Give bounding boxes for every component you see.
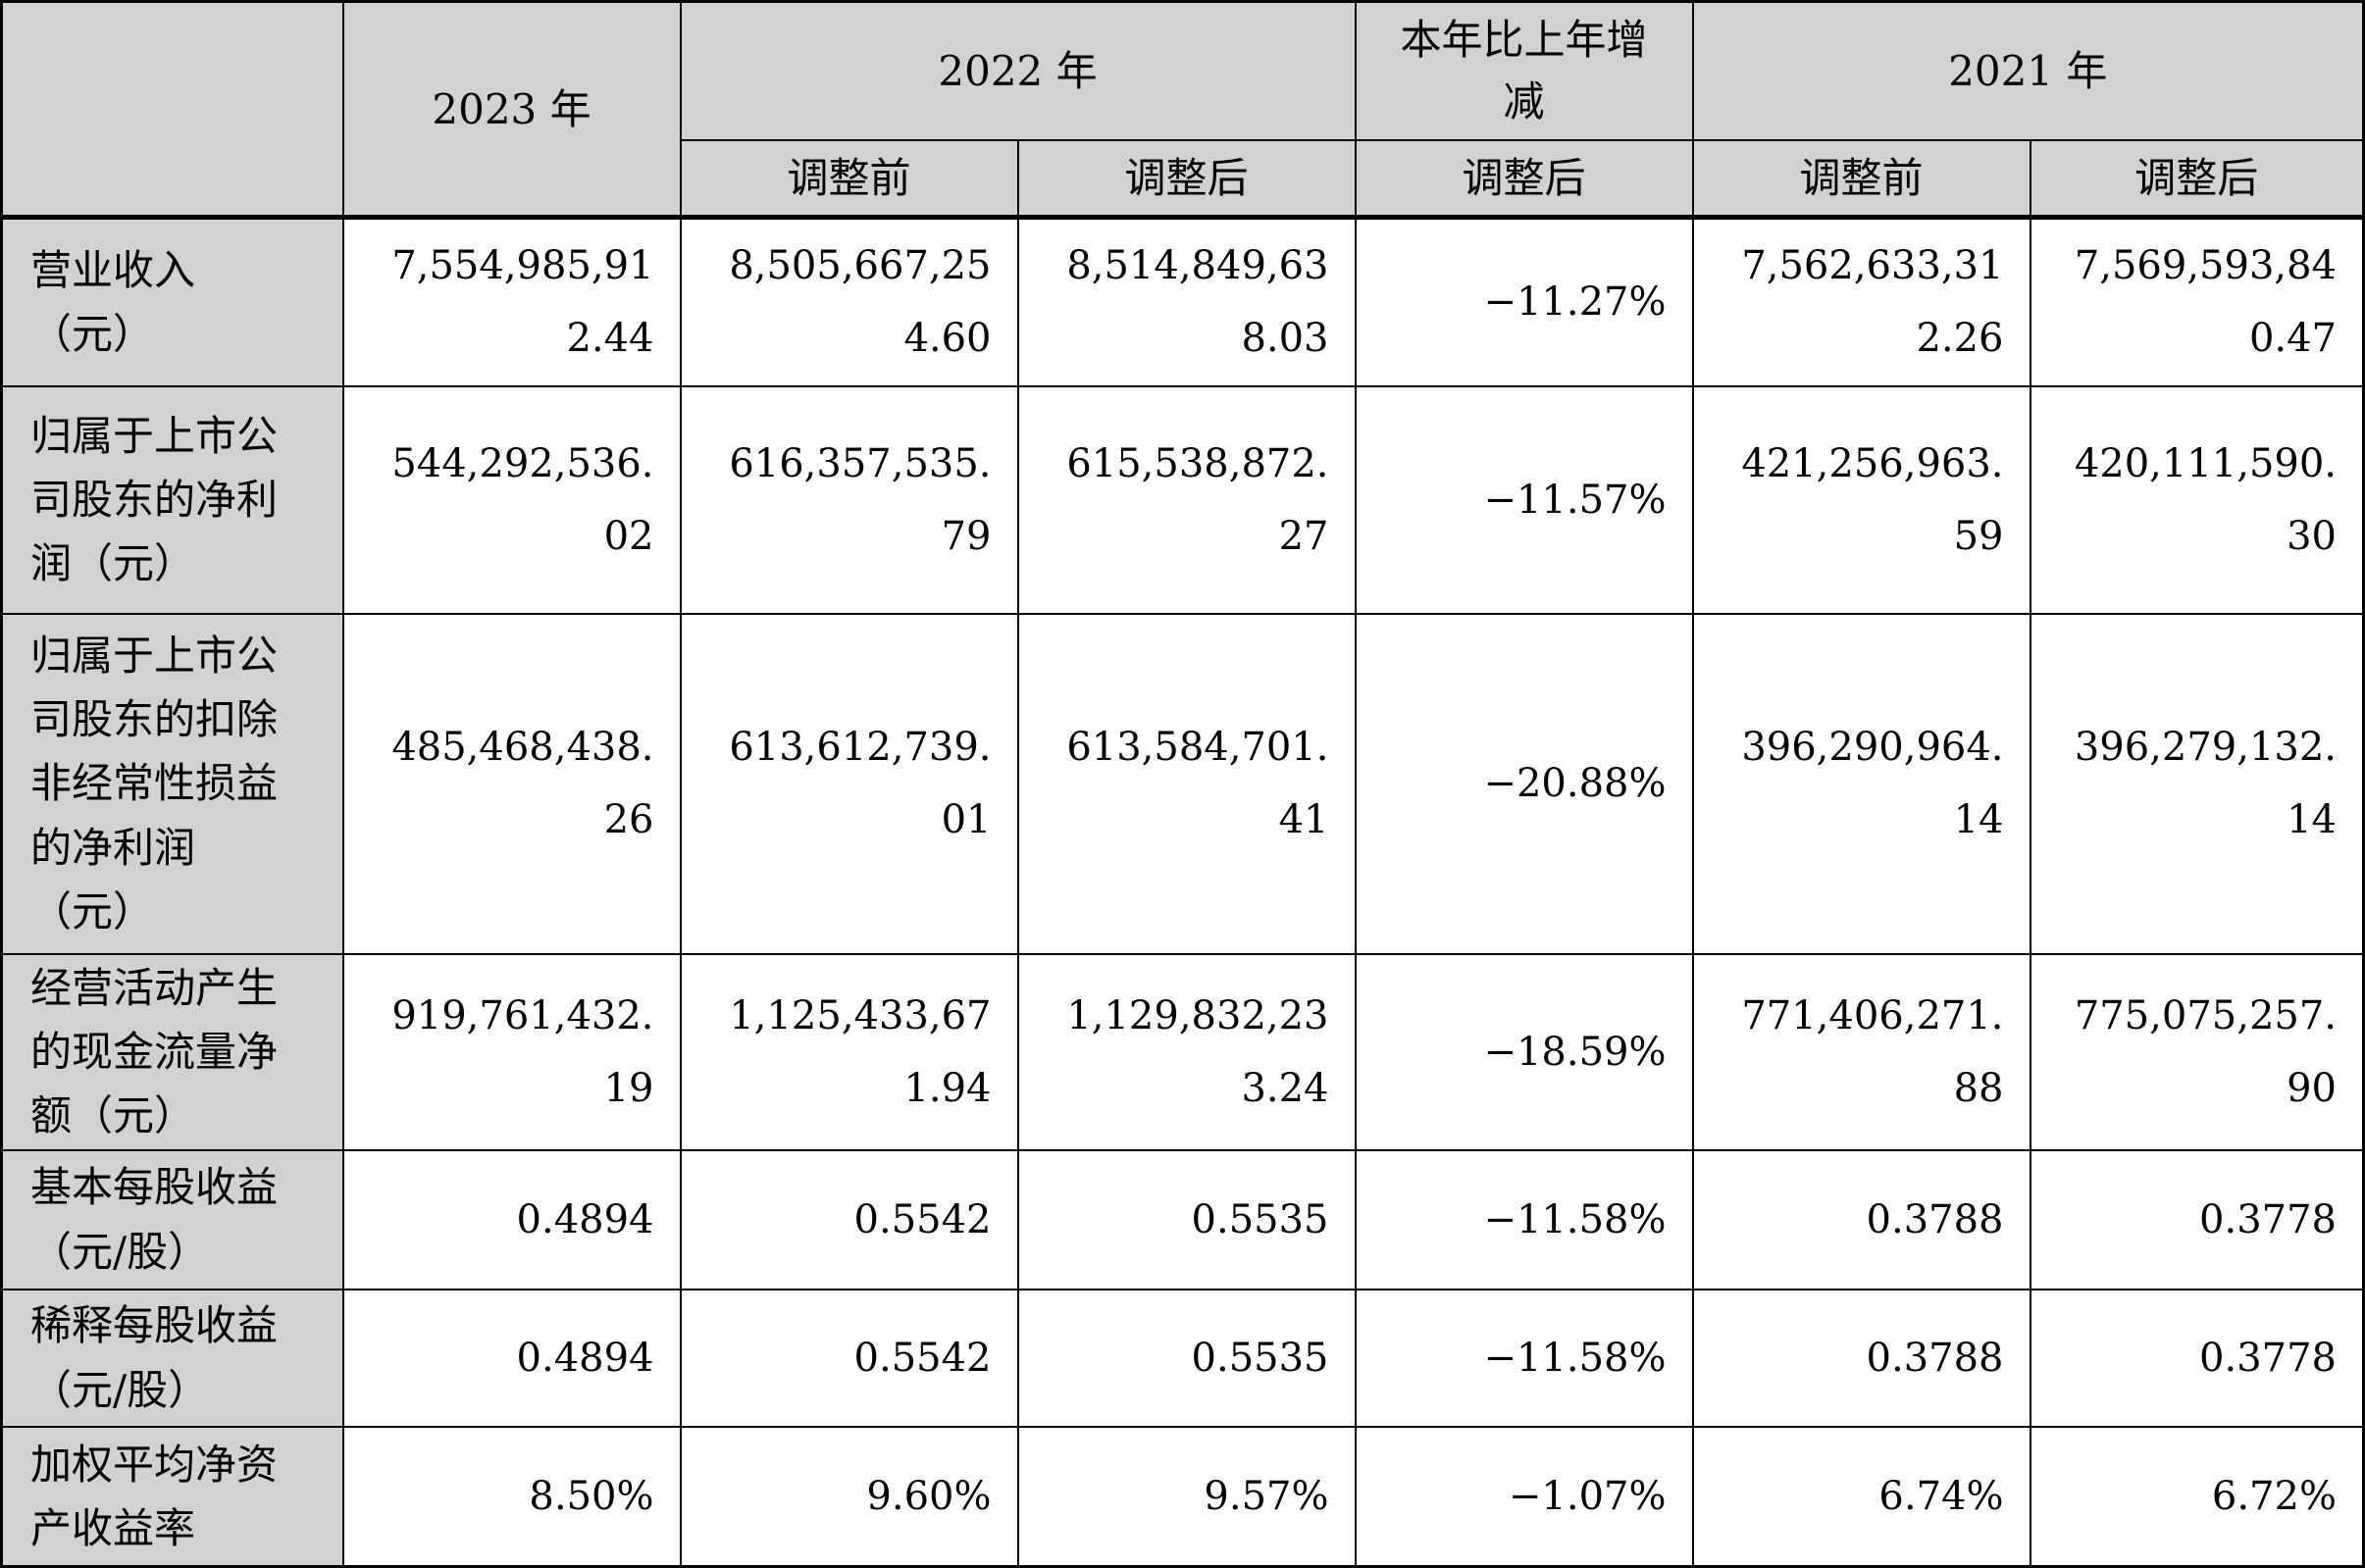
cell-net-profit-change: −11.57% — [1354, 384, 1694, 615]
cell-operating-cash-flow-2023: 919,761,432.19 — [341, 952, 682, 1151]
table-row-weighted-avg-roe: 加权平均净资产收益率 8.50% 9.60% 9.57% −1.07% 6.74… — [0, 1425, 2365, 1568]
row-label-net-profit-deducted: 归属于上市公司股东的扣除非经常性损益的净利润（元） — [0, 612, 344, 955]
table-row-net-profit: 归属于上市公司股东的净利润（元） 544,292,536.02 616,357,… — [0, 384, 2365, 615]
cell-weighted-avg-roe-2021-before: 6.74% — [1691, 1425, 2031, 1568]
table-row-operating-cash-flow: 经营活动产生的现金流量净额（元） 919,761,432.19 1,125,43… — [0, 952, 2365, 1151]
cell-basic-eps-2021-after: 0.3778 — [2029, 1148, 2365, 1290]
row-label-net-profit: 归属于上市公司股东的净利润（元） — [0, 384, 344, 615]
cell-revenue-2022-before: 8,505,667,254.60 — [679, 216, 1019, 387]
cell-basic-eps-2022-after: 0.5535 — [1016, 1148, 1357, 1290]
cell-operating-cash-flow-change: −18.59% — [1354, 952, 1694, 1151]
cell-basic-eps-2023: 0.4894 — [341, 1148, 682, 1290]
cell-net-profit-2022-before: 616,357,535.79 — [679, 384, 1019, 615]
cell-net-profit-2023: 544,292,536.02 — [341, 384, 682, 615]
cell-weighted-avg-roe-2022-before: 9.60% — [679, 1425, 1019, 1568]
table-row-revenue: 营业收入（元） 7,554,985,912.44 8,505,667,254.6… — [0, 216, 2365, 387]
cell-basic-eps-change: −11.58% — [1354, 1148, 1694, 1290]
col-header-2021: 2021 年 — [1691, 0, 2365, 141]
row-label-basic-eps: 基本每股收益（元/股） — [0, 1148, 344, 1290]
cell-revenue-2023: 7,554,985,912.44 — [341, 216, 682, 387]
subheader-change-after: 调整后 — [1354, 138, 1694, 220]
cell-weighted-avg-roe-2023: 8.50% — [341, 1425, 682, 1568]
header-row-adjustments: 调整前 调整后 调整后 调整前 调整后 — [2, 138, 2365, 220]
cell-net-profit-2021-before: 421,256,963.59 — [1691, 384, 2031, 615]
cell-basic-eps-2022-before: 0.5542 — [679, 1148, 1019, 1290]
table-row-diluted-eps: 稀释每股收益（元/股） 0.4894 0.5542 0.5535 −11.58%… — [0, 1288, 2365, 1428]
row-label-weighted-avg-roe: 加权平均净资产收益率 — [0, 1425, 344, 1568]
cell-net-profit-deducted-2022-after: 613,584,701.41 — [1016, 612, 1357, 955]
table-row-basic-eps: 基本每股收益（元/股） 0.4894 0.5542 0.5535 −11.58%… — [0, 1148, 2365, 1290]
cell-net-profit-deducted-2022-before: 613,612,739.01 — [679, 612, 1019, 955]
cell-diluted-eps-change: −11.58% — [1354, 1288, 1694, 1428]
cell-weighted-avg-roe-change: −1.07% — [1354, 1425, 1694, 1568]
corner-cell — [0, 0, 344, 220]
header-row-years: 2023 年 2022 年 本年比上年增减 2021 年 — [0, 0, 2365, 220]
cell-net-profit-deducted-change: −20.88% — [1354, 612, 1694, 955]
cell-net-profit-deducted-2021-before: 396,290,964.14 — [1691, 612, 2031, 955]
subheader-2022-before: 调整前 — [679, 138, 1019, 220]
cell-diluted-eps-2022-before: 0.5542 — [679, 1288, 1019, 1428]
cell-net-profit-2022-after: 615,538,872.27 — [1016, 384, 1357, 615]
cell-net-profit-deducted-2023: 485,468,438.26 — [341, 612, 682, 955]
col-header-2023: 2023 年 — [341, 0, 682, 220]
cell-diluted-eps-2023: 0.4894 — [341, 1288, 682, 1428]
row-label-revenue: 营业收入（元） — [0, 216, 344, 387]
cell-revenue-2021-after: 7,569,593,840.47 — [2029, 216, 2365, 387]
subheader-2021-before: 调整前 — [1691, 138, 2031, 220]
table-row-net-profit-deducted: 归属于上市公司股东的扣除非经常性损益的净利润（元） 485,468,438.26… — [0, 612, 2365, 955]
subheader-2022-after: 调整后 — [1016, 138, 1357, 220]
cell-diluted-eps-2022-after: 0.5535 — [1016, 1288, 1357, 1428]
col-header-change: 本年比上年增减 — [1354, 0, 1694, 141]
cell-basic-eps-2021-before: 0.3788 — [1691, 1148, 2031, 1290]
row-label-operating-cash-flow: 经营活动产生的现金流量净额（元） — [0, 952, 344, 1151]
col-header-2022: 2022 年 — [679, 0, 1357, 141]
cell-operating-cash-flow-2021-before: 771,406,271.88 — [1691, 952, 2031, 1151]
subheader-2021-after: 调整后 — [2029, 138, 2365, 220]
cell-operating-cash-flow-2021-after: 775,075,257.90 — [2029, 952, 2365, 1151]
cell-revenue-change: −11.27% — [1354, 216, 1694, 387]
cell-net-profit-2021-after: 420,111,590.30 — [2029, 384, 2365, 615]
cell-weighted-avg-roe-2022-after: 9.57% — [1016, 1425, 1357, 1568]
cell-operating-cash-flow-2022-before: 1,125,433,671.94 — [679, 952, 1019, 1151]
cell-operating-cash-flow-2022-after: 1,129,832,233.24 — [1016, 952, 1357, 1151]
cell-revenue-2021-before: 7,562,633,312.26 — [1691, 216, 2031, 387]
cell-net-profit-deducted-2021-after: 396,279,132.14 — [2029, 612, 2365, 955]
cell-diluted-eps-2021-after: 0.3778 — [2029, 1288, 2365, 1428]
cell-revenue-2022-after: 8,514,849,638.03 — [1016, 216, 1357, 387]
cell-weighted-avg-roe-2021-after: 6.72% — [2029, 1425, 2365, 1568]
cell-diluted-eps-2021-before: 0.3788 — [1691, 1288, 2031, 1428]
row-label-diluted-eps: 稀释每股收益（元/股） — [0, 1288, 344, 1428]
